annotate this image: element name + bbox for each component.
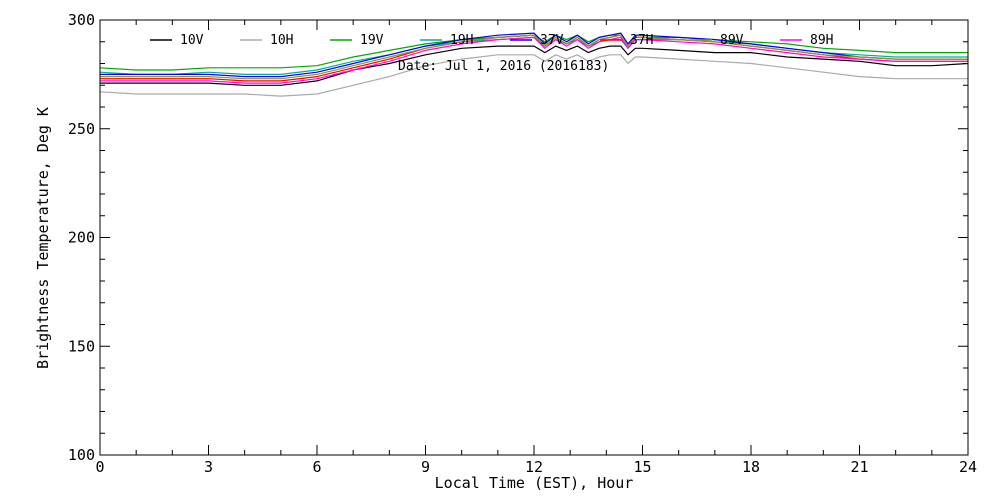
- series-line-89h: [100, 36, 968, 84]
- x-tick-label: 12: [525, 458, 543, 476]
- legend-label-89h: 89H: [810, 33, 833, 48]
- ticks-layer: 0 3 6 9 12 15 18 21 24 100 150 200 250 300: [68, 11, 977, 476]
- legend-label-19h: 19H: [450, 33, 473, 48]
- y-tick-label: 100: [68, 446, 95, 464]
- legend-label-19v: 19V: [360, 33, 384, 48]
- x-tick-label: 6: [312, 458, 321, 476]
- y-tick-label: 150: [68, 337, 95, 355]
- series-line-37v: [100, 32, 968, 78]
- x-axis-title: Local Time (EST), Hour: [435, 474, 634, 492]
- legend-label-89v: 89V: [720, 33, 744, 48]
- series-layer: [99, 32, 969, 97]
- legend-label-10v: 10V: [180, 33, 204, 48]
- legend-label-37h: 37H: [630, 33, 653, 48]
- x-tick-label: 0: [95, 458, 104, 476]
- x-tick-label: 3: [204, 458, 213, 476]
- y-tick-label: 200: [68, 229, 95, 247]
- x-tick-label: 18: [742, 458, 760, 476]
- x-tick-label: 9: [421, 458, 430, 476]
- x-tick-label: 21: [850, 458, 868, 476]
- date-annotation: Date: Jul 1, 2016 (2016183): [398, 59, 609, 74]
- y-tick-label: 300: [68, 11, 95, 29]
- series-line-10h: [99, 54, 968, 97]
- y-axis-title: Brightness Temperature, Deg K: [34, 107, 52, 369]
- plot-frame: [99, 19, 969, 456]
- series-line-89v: [100, 34, 968, 80]
- x-tick-label: 24: [959, 458, 977, 476]
- legend-label-37v: 37V: [540, 33, 564, 48]
- legend-label-10h: 10H: [270, 33, 293, 48]
- legend: 10V 10H 19V 19H 37V 37H 89V 89H: [150, 33, 833, 48]
- series-line-10v: [100, 45, 969, 86]
- x-tick-label: 15: [633, 458, 651, 476]
- y-tick-label: 250: [68, 120, 95, 138]
